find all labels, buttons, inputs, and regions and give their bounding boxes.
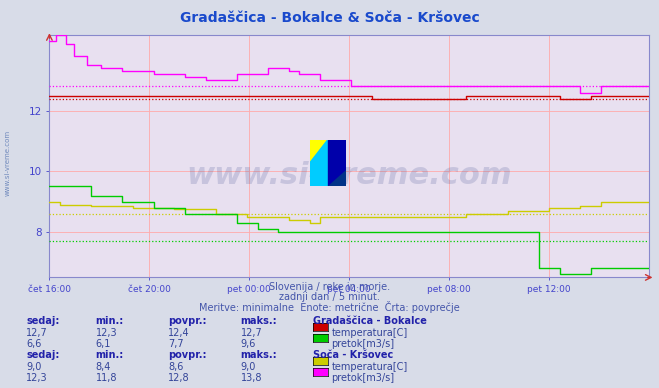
Text: maks.:: maks.:: [241, 350, 277, 360]
Text: www.si-vreme.com: www.si-vreme.com: [186, 161, 512, 190]
Text: www.si-vreme.com: www.si-vreme.com: [5, 130, 11, 196]
Text: 12,3: 12,3: [26, 373, 48, 383]
Text: temperatura[C]: temperatura[C]: [331, 362, 408, 372]
Polygon shape: [328, 170, 346, 186]
Text: zadnji dan / 5 minut.: zadnji dan / 5 minut.: [279, 292, 380, 302]
Polygon shape: [328, 140, 346, 186]
Text: 6,6: 6,6: [26, 339, 42, 349]
Text: 7,7: 7,7: [168, 339, 184, 349]
Text: maks.:: maks.:: [241, 316, 277, 326]
Text: pretok[m3/s]: pretok[m3/s]: [331, 373, 395, 383]
Text: 9,0: 9,0: [241, 362, 256, 372]
Text: temperatura[C]: temperatura[C]: [331, 328, 408, 338]
Text: pretok[m3/s]: pretok[m3/s]: [331, 339, 395, 349]
Text: 9,6: 9,6: [241, 339, 256, 349]
Text: povpr.:: povpr.:: [168, 350, 206, 360]
Text: Gradaščica - Bokalce & Soča - Kršovec: Gradaščica - Bokalce & Soča - Kršovec: [180, 11, 479, 25]
Text: 12,4: 12,4: [168, 328, 190, 338]
Text: Gradaščica - Bokalce: Gradaščica - Bokalce: [313, 316, 427, 326]
Text: 8,6: 8,6: [168, 362, 183, 372]
Text: 6,1: 6,1: [96, 339, 111, 349]
Text: 9,0: 9,0: [26, 362, 42, 372]
Text: sedaj:: sedaj:: [26, 350, 60, 360]
Text: 8,4: 8,4: [96, 362, 111, 372]
Text: min.:: min.:: [96, 316, 124, 326]
Text: 12,7: 12,7: [241, 328, 262, 338]
Text: Meritve: minimalne  Enote: metrične  Črta: povprečje: Meritve: minimalne Enote: metrične Črta:…: [199, 301, 460, 313]
Text: 12,3: 12,3: [96, 328, 117, 338]
Text: povpr.:: povpr.:: [168, 316, 206, 326]
Text: 11,8: 11,8: [96, 373, 117, 383]
Polygon shape: [310, 140, 328, 186]
Text: sedaj:: sedaj:: [26, 316, 60, 326]
Text: Slovenija / reke in morje.: Slovenija / reke in morje.: [269, 282, 390, 293]
Text: 13,8: 13,8: [241, 373, 262, 383]
Text: Soča - Kršovec: Soča - Kršovec: [313, 350, 393, 360]
Polygon shape: [310, 140, 328, 163]
Text: min.:: min.:: [96, 350, 124, 360]
Text: 12,8: 12,8: [168, 373, 190, 383]
Text: 12,7: 12,7: [26, 328, 48, 338]
